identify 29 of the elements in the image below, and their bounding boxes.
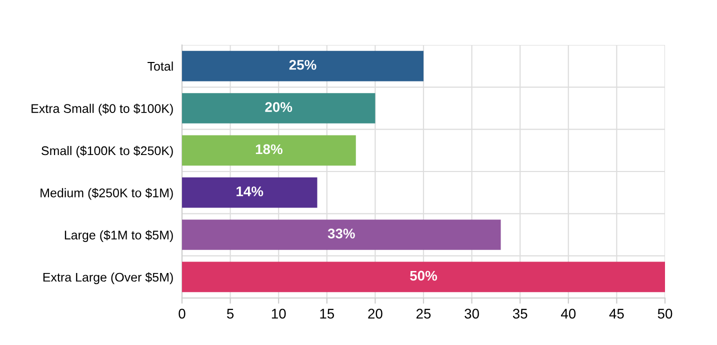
y-tick-label: Large ($1M to $5M) bbox=[64, 230, 173, 242]
x-tick-label: 30 bbox=[464, 308, 479, 319]
y-tick-label: Extra Large (Over $5M) bbox=[43, 272, 173, 284]
y-tick-label: Small ($100K to $250K) bbox=[42, 146, 173, 158]
x-tick-label: 40 bbox=[560, 308, 576, 319]
bar bbox=[182, 262, 665, 292]
bar bbox=[182, 135, 356, 166]
data-label: 18% bbox=[256, 144, 282, 154]
y-tick-label: Extra Small ($0 to $100K) bbox=[32, 104, 173, 116]
data-label: 20% bbox=[265, 102, 292, 112]
data-label: 25% bbox=[289, 60, 316, 70]
x-tick-label: 35 bbox=[512, 308, 528, 319]
x-tick-label: 25 bbox=[416, 308, 431, 319]
y-tick-label: Medium ($250K to $1M) bbox=[40, 188, 173, 200]
bar bbox=[182, 177, 318, 208]
data-label: 50% bbox=[410, 270, 438, 281]
data-label: 14% bbox=[236, 186, 264, 196]
x-tick-label: 45 bbox=[609, 308, 624, 319]
data-label: 33% bbox=[328, 228, 355, 238]
x-tick-label: 5 bbox=[226, 308, 234, 319]
bar bbox=[182, 93, 376, 124]
x-tick-label: 20 bbox=[368, 308, 382, 319]
y-tick-label: Total bbox=[148, 62, 173, 71]
bar bbox=[182, 50, 424, 82]
x-tick-label: 50 bbox=[658, 308, 672, 319]
x-tick-label: 10 bbox=[272, 308, 286, 319]
x-tick-label: 0 bbox=[178, 308, 186, 319]
bar bbox=[182, 220, 501, 250]
x-tick-label: 15 bbox=[320, 308, 334, 319]
